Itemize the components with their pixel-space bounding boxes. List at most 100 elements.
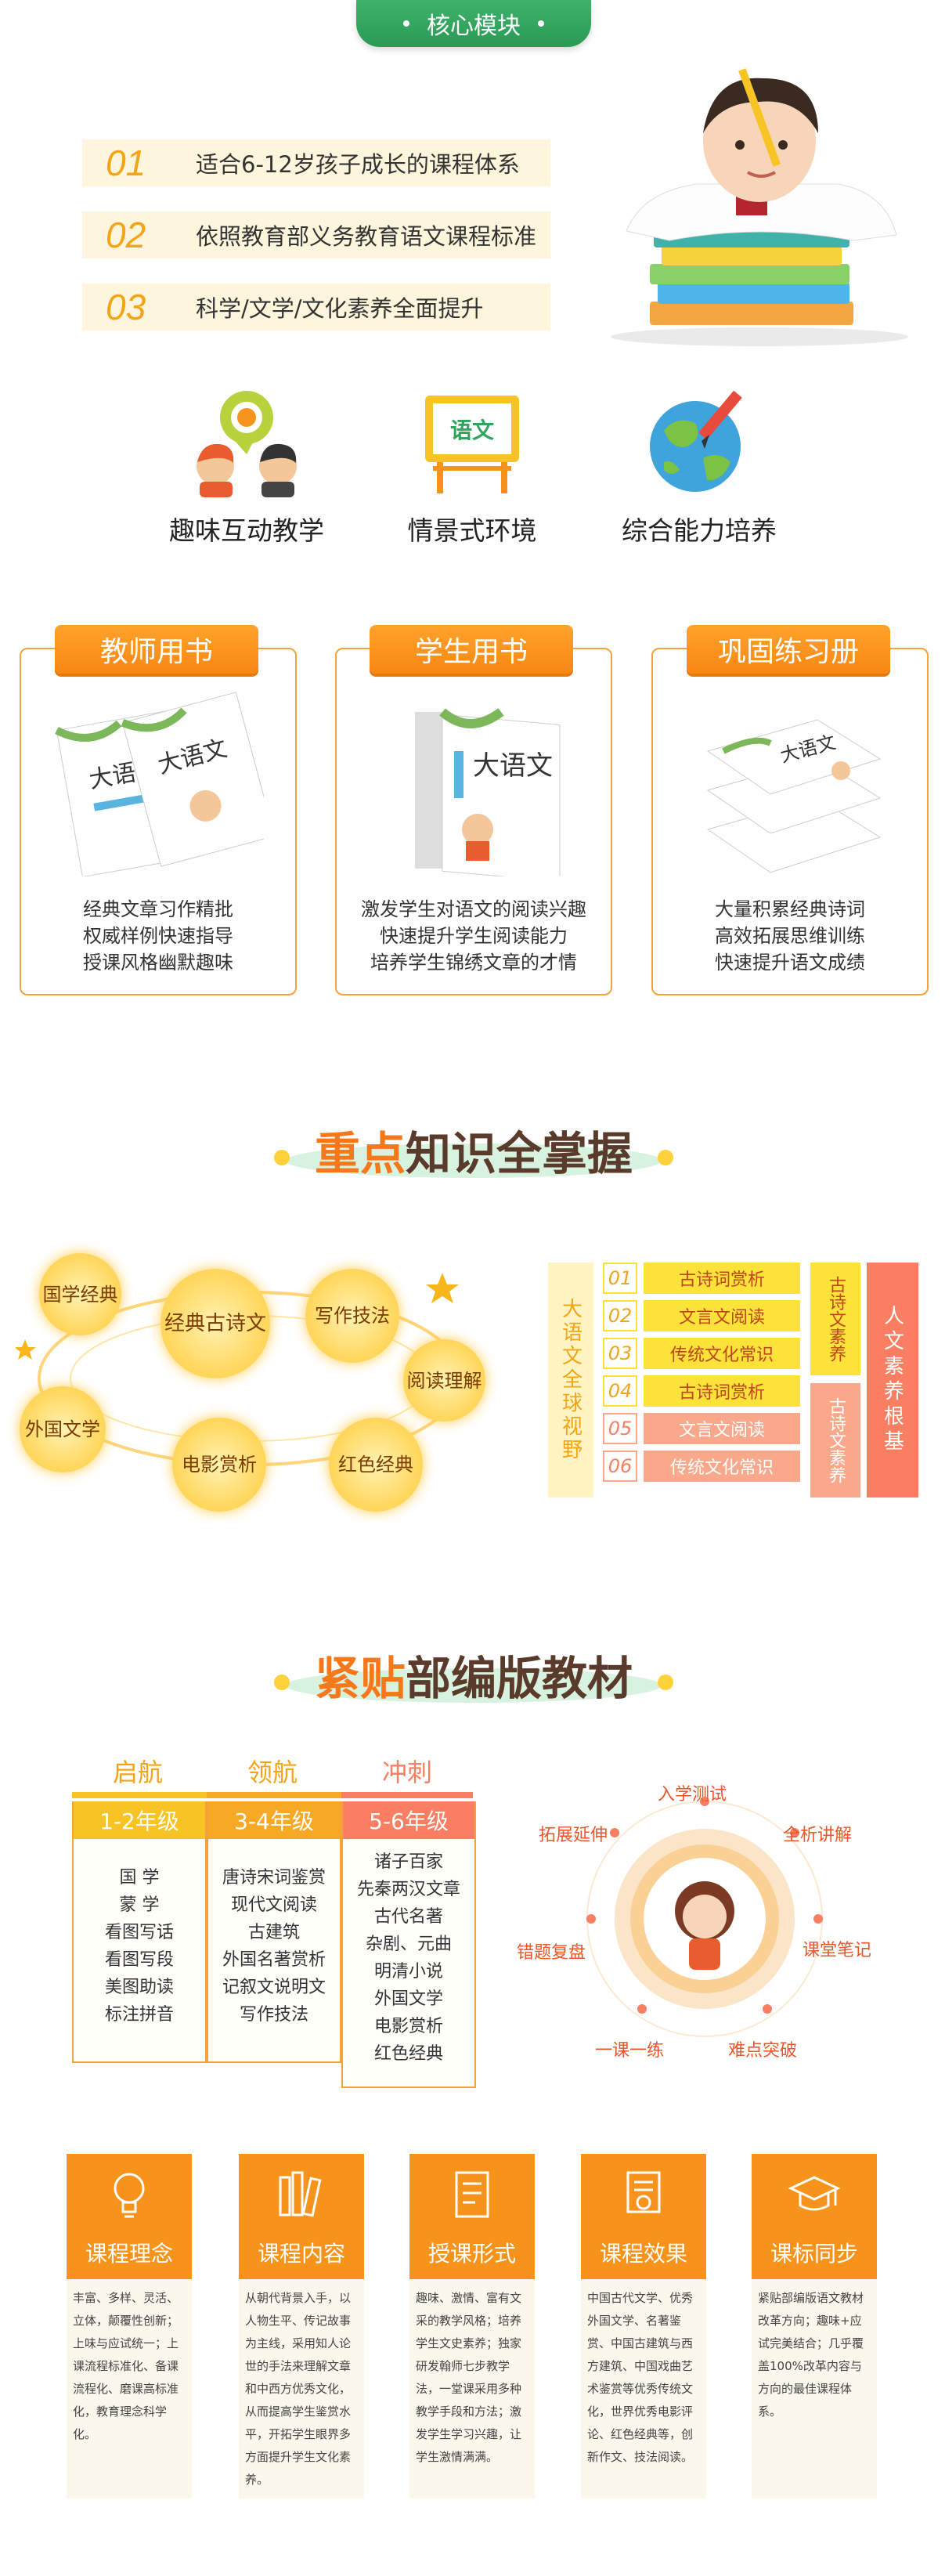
knowledge-rows: 01 古诗词赏析 02 文言文阅读 03 传统文化常识 04 古诗词赏析 05 … [603, 1263, 806, 1488]
vertical-label: 大语文全球视野 [558, 1298, 583, 1462]
grade-item: 红色经典 [373, 2044, 443, 2064]
info-card-head: 课程内容 [239, 2154, 364, 2279]
desc-line: 快速提升学生阅读能力 [380, 925, 568, 947]
knowledge-row: 04 古诗词赏析 [603, 1375, 806, 1407]
core-module-badge: 核心模块 [356, 0, 591, 47]
group-label-1: 古诗文素养 [810, 1263, 860, 1375]
heading-main: 部编版教材 [406, 1652, 633, 1705]
knowledge-bubble: 电影赏析 [172, 1418, 266, 1512]
book-desc: 经典文章习作精批 权威样例快速指导 授课风格幽默趣味 [21, 896, 295, 976]
knowledge-row: 01 古诗词赏析 [603, 1263, 806, 1294]
knowledge-row: 02 文言文阅读 [603, 1300, 806, 1331]
feature-item-3: 03 科学/文学/文化素养全面提升 [82, 284, 550, 331]
feature-item-2: 02 依照教育部义务教育语文课程标准 [82, 211, 550, 258]
group-label-2: 古诗文素养 [810, 1383, 860, 1498]
grade-head: 5-6年级 [343, 1801, 474, 1839]
graduation-cap-icon [788, 2176, 841, 2211]
feature-number: 02 [106, 215, 146, 255]
interactive-teaching-icon [197, 391, 297, 497]
core-module-title: 核心模块 [427, 13, 521, 40]
grade-bar [207, 1792, 341, 1798]
grade-item: 现代文阅读 [230, 1895, 317, 1915]
icon-caption: 趣味互动教学 [169, 515, 324, 546]
group-text: 古诗文素养 [826, 1397, 846, 1483]
info-card-title: 课标同步 [770, 2241, 858, 2267]
learning-cycle-diagram [586, 1797, 823, 2037]
desc-line: 培养学生锦绣文章的才情 [370, 952, 577, 974]
info-card-head: 课标同步 [752, 2154, 877, 2279]
desc-line: 权威样例快速指导 [83, 925, 233, 947]
book-tab-student: 学生用书 [370, 625, 573, 674]
row-text: 古诗词赏析 [644, 1263, 800, 1294]
desc-line: 快速提升语文成绩 [715, 952, 865, 974]
badge-dot-left [403, 20, 409, 27]
heading-accent: 重点 [314, 1127, 406, 1180]
grade-item: 外国文学 [373, 1989, 443, 2009]
info-card-title: 课程理念 [85, 2241, 173, 2267]
cycle-step: 拓展延伸 [539, 1826, 608, 1845]
grade-item: 先秦两汉文章 [356, 1880, 460, 1899]
book-desc: 激发学生对语文的阅读兴趣 快速提升学生阅读能力 培养学生锦绣文章的才情 [337, 896, 611, 976]
cycle-step: 全析讲解 [783, 1826, 853, 1845]
icon-caption: 情景式环境 [407, 515, 537, 546]
board-text: 语文 [450, 417, 494, 443]
grade-tag: 启航 [112, 1758, 163, 1787]
feature-item-1: 01 适合6-12岁孩子成长的课程体系 [82, 139, 550, 186]
grade-item: 记叙文说明文 [222, 1978, 326, 1997]
cycle-step: 入学测试 [658, 1785, 727, 1805]
grade-item: 古建筑 [247, 1923, 300, 1942]
knowledge-bubble: 外国文学 [20, 1386, 106, 1472]
teacher-book-image: 大语文 大语文 [55, 692, 264, 876]
books-icon [279, 2171, 322, 2217]
knowledge-heading: 重点 知识全掌握 [258, 1112, 689, 1187]
grade-item: 诸子百家 [373, 1852, 443, 1872]
row-number: 05 [603, 1413, 637, 1444]
knowledge-row: 05 文言文阅读 [603, 1413, 806, 1444]
grade-item: 标注拼音 [104, 2005, 174, 2025]
grade-tag: 冲刺 [381, 1758, 432, 1787]
knowledge-bubble: 写作技法 [305, 1269, 399, 1363]
grade-item: 写作技法 [239, 2005, 308, 2025]
knowledge-row: 03 传统文化常识 [603, 1338, 806, 1369]
desc-line: 大量积累经典诗词 [715, 898, 865, 920]
grade-column-2 [207, 1801, 341, 2063]
knowledge-bubble: 红色经典 [329, 1418, 423, 1512]
feature-text: 适合6-12岁孩子成长的课程体系 [196, 151, 520, 178]
icon-caption: 综合能力培养 [622, 515, 777, 546]
info-card-head: 课程理念 [67, 2154, 192, 2279]
global-vision-column: 大语文全球视野 [548, 1263, 593, 1498]
grade-item: 杂剧、元曲 [365, 1935, 452, 1954]
humanities-text: 人文素养根基 [880, 1305, 904, 1455]
heading-main: 知识全掌握 [406, 1127, 633, 1180]
humanities-column: 人文素养根基 [867, 1263, 918, 1498]
row-text: 文言文阅读 [644, 1300, 800, 1331]
row-number: 03 [603, 1338, 637, 1369]
grade-item: 国 学 [119, 1868, 160, 1888]
cycle-step: 难点突破 [728, 2041, 798, 2061]
document-icon [455, 2171, 489, 2218]
knowledge-row: 06 传统文化常识 [603, 1451, 806, 1482]
grade-item: 看图写话 [104, 1923, 174, 1942]
feature-icon-ability: 综合能力培养 [605, 388, 793, 568]
row-text: 传统文化常识 [644, 1451, 800, 1482]
heading-decoration [274, 1143, 673, 1178]
info-card-text: 中国古代文学、优秀外国文学、名著鉴赏、中国古建筑与西方建筑、中国戏曲艺术鉴赏等优… [587, 2291, 694, 2464]
info-card-text: 趣味、激情、富有文采的教学风格；培养学生文史素养；独家研发翰师七步教学法，一堂课… [416, 2291, 522, 2464]
workbook-image: 大语文 [706, 719, 882, 873]
info-card-head: 课程效果 [581, 2154, 706, 2279]
child-with-books-illustration [611, 68, 908, 346]
book-card-workbook: 大语文 大量积累经典诗词 高效拓展思维训练 快速提升语文成绩 [651, 648, 929, 995]
grade-item: 电影赏析 [373, 2017, 443, 2036]
textbook-heading: 紧贴 部编版教材 [258, 1637, 689, 1711]
info-card-text: 从朝代背景入手，以人物生平、传记故事为主线，采用知人论世的手法来理解文章和中西方… [245, 2291, 352, 2487]
book-card-student: 大语文 激发学生对语文的阅读兴趣 快速提升学生阅读能力 培养学生锦绣文章的才情 [335, 648, 612, 995]
desc-line: 授课风格幽默趣味 [83, 952, 233, 974]
cycle-step: 错题复盘 [517, 1943, 586, 1963]
info-card-text: 丰富、多样、灵活、立体，颠覆性创新；上味与应试统一；上课流程标准化、备课流程化、… [73, 2291, 179, 2441]
desc-line: 经典文章习作精批 [83, 898, 233, 920]
globe-pen-icon [650, 390, 742, 492]
grade-column-1 [72, 1801, 207, 2063]
knowledge-bubble: 国学经典 [39, 1253, 121, 1335]
book-card-teacher: 大语文 大语文 经典文章习作精批 权威样例快速指导 授课风格幽默趣味 [20, 648, 297, 995]
feature-icon-interactive: 趣味互动教学 [153, 388, 341, 568]
